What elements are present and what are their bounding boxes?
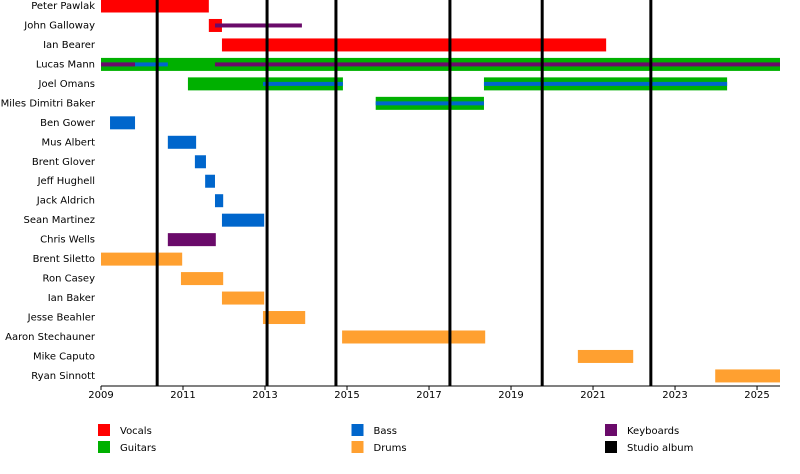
member-label: Jack Aldrich (36, 196, 95, 207)
member-label: Ian Bearer (43, 40, 96, 51)
member-label: Peter Pawlak (31, 1, 95, 12)
role-bar (101, 0, 209, 13)
member-label: Brent Glover (32, 157, 96, 168)
legend-swatch (605, 441, 617, 453)
legend-swatch (351, 441, 364, 453)
secondary-role-bar (214, 23, 302, 28)
member-label: Chris Wells (40, 235, 95, 246)
member-label: Ben Gower (40, 118, 96, 129)
role-bar (167, 233, 216, 247)
x-tick-label: 2021 (580, 390, 605, 401)
role-bar (221, 213, 265, 227)
role-bar (715, 369, 780, 383)
role-bar (221, 291, 265, 305)
legend-swatch (98, 441, 110, 453)
role-bar (110, 116, 136, 130)
role-bar (167, 135, 197, 149)
secondary-role-bar (483, 81, 728, 86)
member-label: Miles Dimitri Baker (1, 98, 96, 109)
member-label: Jesse Beahler (27, 313, 96, 324)
member-label: Lucas Mann (36, 59, 95, 70)
role-bar (342, 330, 486, 344)
x-tick-label: 2019 (498, 390, 523, 401)
x-tick-label: 2013 (252, 390, 277, 401)
member-label: John Galloway (23, 20, 95, 31)
legend-label: Vocals (120, 426, 152, 437)
x-tick-label: 2017 (416, 390, 441, 401)
x-tick-label: 2025 (744, 390, 769, 401)
role-bar (205, 174, 215, 188)
role-bar (214, 194, 224, 208)
legend-label: Drums (374, 443, 407, 454)
x-tick-label: 2011 (170, 390, 195, 401)
member-label: Ian Baker (48, 293, 96, 304)
secondary-role-bar (375, 101, 484, 106)
member-label: Mus Albert (41, 137, 95, 148)
member-label: Ron Casey (42, 274, 95, 285)
member-label: Joel Omans (38, 79, 95, 90)
role-bar (180, 272, 224, 286)
legend-label: Studio album (627, 443, 693, 454)
member-label: Jeff Hughell (37, 176, 95, 187)
legend-swatch (605, 424, 617, 436)
secondary-role-bar (262, 81, 343, 86)
role-bar (101, 252, 183, 266)
x-tick-label: 2009 (88, 390, 113, 401)
x-tick-label: 2015 (334, 390, 359, 401)
legend-label: Guitars (120, 443, 156, 454)
secondary-role-bar (101, 62, 136, 67)
legend-label: Bass (374, 426, 397, 437)
role-bar (262, 311, 306, 325)
role-bar (221, 38, 607, 52)
legend-label: Keyboards (627, 426, 679, 437)
member-label: Aaron Stechauner (5, 332, 96, 343)
legend-swatch (98, 424, 110, 436)
secondary-role-bar (214, 62, 781, 67)
x-tick-label: 2023 (662, 390, 687, 401)
member-label: Sean Martinez (24, 215, 95, 226)
role-bar (577, 349, 634, 363)
legend-swatch (351, 424, 364, 436)
member-label: Mike Caputo (33, 351, 95, 362)
member-label: Ryan Sinnott (31, 371, 95, 382)
role-bar (194, 155, 206, 169)
member-label: Brent Siletto (33, 254, 95, 265)
